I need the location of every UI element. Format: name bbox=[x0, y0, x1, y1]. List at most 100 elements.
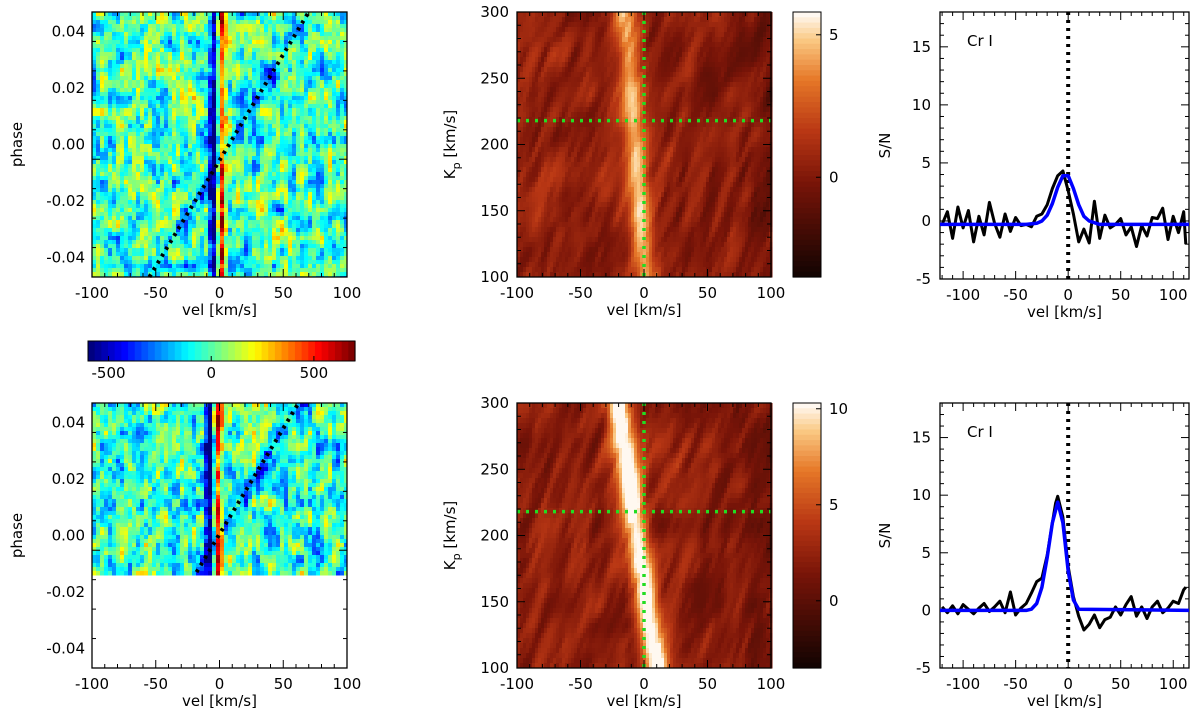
y-tick-label: 0 bbox=[921, 601, 931, 619]
x-tick-label: -50 bbox=[568, 675, 593, 693]
colorbar-step bbox=[793, 229, 821, 236]
colorbar-step bbox=[793, 91, 821, 98]
colorbar-step bbox=[94, 341, 102, 361]
colorbar-step bbox=[793, 59, 821, 66]
colorbar-step bbox=[793, 424, 821, 431]
colorbar-step bbox=[793, 593, 821, 600]
colorbar-step bbox=[793, 609, 821, 616]
x-tick-label: 0 bbox=[215, 284, 225, 302]
colorbar-step bbox=[793, 604, 821, 611]
colorbar-step bbox=[301, 341, 309, 361]
colorbar-step bbox=[793, 646, 821, 653]
colorbar-step bbox=[793, 96, 821, 103]
colorbar-step bbox=[793, 27, 821, 34]
colorbar-step bbox=[793, 509, 821, 515]
colorbar-step bbox=[793, 493, 821, 499]
plot-frame bbox=[939, 11, 1190, 280]
colorbar-step bbox=[793, 271, 821, 278]
y-tick-label: 0.00 bbox=[52, 527, 85, 545]
x-tick-label: 0 bbox=[215, 675, 225, 693]
colorbar-step bbox=[793, 577, 821, 584]
colorbar-step bbox=[793, 434, 821, 441]
x-tick-label: -100 bbox=[500, 284, 534, 302]
y-tick-label: 150 bbox=[480, 593, 509, 611]
x-tick-label: -50 bbox=[144, 284, 169, 302]
colorbar-step bbox=[793, 583, 821, 590]
y-axis-label: Kp [km/s] bbox=[441, 501, 463, 570]
colorbar-step bbox=[793, 445, 821, 452]
x-tick-label: 100 bbox=[1159, 286, 1188, 304]
x-axis-label: vel [km/s] bbox=[182, 301, 257, 319]
colorbar-step bbox=[793, 403, 821, 409]
y-tick-label: 0.02 bbox=[52, 470, 85, 488]
colorbar-step bbox=[114, 341, 122, 361]
colorbar-step bbox=[793, 102, 821, 108]
x-tick-label: -100 bbox=[946, 675, 980, 693]
colorbar-tick-label: 5 bbox=[829, 496, 839, 514]
colorbar-step bbox=[793, 657, 821, 664]
plot-frame bbox=[939, 402, 1190, 669]
colorbar-tick-label: 5 bbox=[829, 26, 839, 44]
heatmap-cells bbox=[92, 403, 347, 576]
heatmap-cells bbox=[517, 403, 773, 669]
colorbar-step bbox=[248, 341, 256, 361]
colorbar-step bbox=[793, 213, 821, 220]
colorbar-step bbox=[793, 197, 821, 204]
gaussian-fit-line bbox=[940, 173, 1189, 227]
colorbar-step bbox=[228, 341, 236, 361]
colorbar-step bbox=[793, 70, 821, 77]
bottom-phase-map: -100 -50 0 50 100 0.04 0.02 0.00 -0.02 -0.04 vel [… bbox=[8, 401, 361, 710]
colorbar-step bbox=[274, 341, 283, 361]
colorbar-step bbox=[161, 341, 169, 361]
species-label: Cr I bbox=[967, 32, 993, 50]
y-tick-label: 300 bbox=[480, 3, 509, 21]
top-kp-map: -100 -50 0 50 100 300 250 200 150 100 vel [km/s] Kp… bbox=[441, 3, 785, 319]
colorbar-step bbox=[793, 49, 821, 55]
y-axis-label: phase bbox=[8, 122, 26, 167]
colorbar-step bbox=[793, 261, 821, 267]
colorbar-step bbox=[793, 171, 821, 177]
colorbar-step bbox=[793, 456, 821, 462]
colorbar-step bbox=[288, 341, 296, 361]
x-tick-label: 50 bbox=[698, 675, 717, 693]
colorbar-step bbox=[793, 450, 821, 457]
colorbar-step bbox=[793, 176, 821, 183]
colorbar-step bbox=[254, 341, 263, 361]
top-kp-map-colorbar: 50 bbox=[792, 11, 839, 278]
colorbar-step bbox=[793, 461, 821, 468]
colorbar-step bbox=[121, 341, 129, 361]
colorbar-step bbox=[308, 341, 316, 361]
colorbar-step bbox=[793, 128, 821, 135]
colorbar-step bbox=[793, 641, 821, 648]
x-axis-label: vel [km/s] bbox=[1027, 692, 1102, 710]
colorbar-step bbox=[128, 341, 136, 361]
colorbar-step bbox=[793, 524, 821, 531]
colorbar-step bbox=[268, 341, 276, 361]
colorbar-step bbox=[793, 123, 821, 130]
colorbar-step bbox=[793, 86, 821, 93]
colorbar-step bbox=[793, 620, 821, 627]
colorbar-step bbox=[793, 408, 821, 415]
gaussian-fit-line bbox=[940, 500, 1190, 613]
x-axis-label: vel [km/s] bbox=[607, 301, 682, 319]
colorbar-step bbox=[793, 530, 821, 537]
y-tick-label: -0.04 bbox=[46, 639, 85, 657]
colorbar-step bbox=[101, 341, 109, 361]
colorbar-step bbox=[793, 139, 821, 146]
y-tick-label: 5 bbox=[921, 544, 931, 562]
colorbar-step bbox=[793, 43, 821, 50]
y-tick-label: 15 bbox=[912, 38, 931, 56]
x-tick-label: 100 bbox=[1159, 675, 1188, 693]
y-tick-label: 0.04 bbox=[52, 23, 85, 41]
colorbar-step bbox=[793, 418, 821, 425]
colorbar-step bbox=[793, 514, 821, 521]
colorbar-step bbox=[221, 341, 229, 361]
colorbar-step bbox=[793, 551, 821, 558]
colorbar-step bbox=[168, 341, 176, 361]
colorbar-step bbox=[201, 341, 209, 361]
colorbar-step bbox=[793, 181, 821, 188]
y-tick-label: 200 bbox=[480, 527, 509, 545]
y-tick-label: 100 bbox=[480, 659, 509, 677]
